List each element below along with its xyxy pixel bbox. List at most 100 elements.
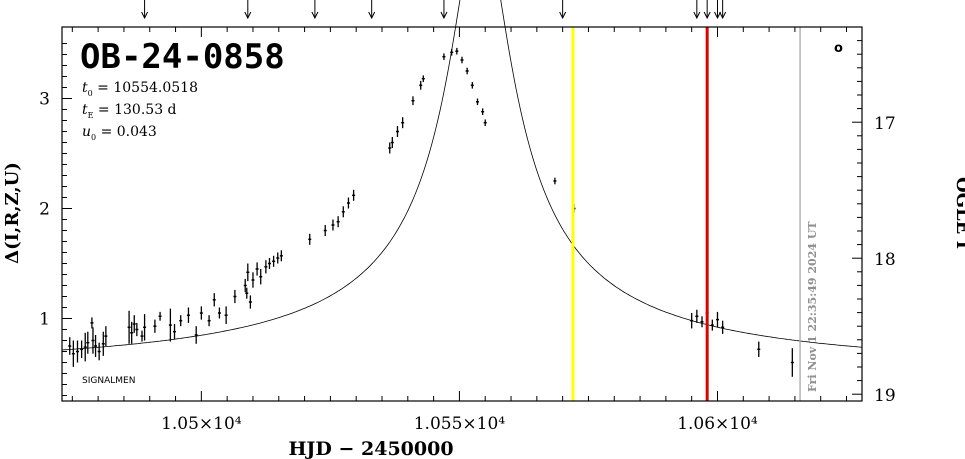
data-point [212,293,216,307]
top-arrow [559,0,567,20]
data-point [411,96,415,106]
top-arrow [693,0,701,20]
data-point [68,337,72,355]
arrow-head [141,11,149,20]
date-label: Fri Nov 1 22:35:49 2024 UT [806,221,819,392]
data-point [179,315,183,327]
data-point [94,335,98,357]
data-point [97,342,101,361]
x-tick-label: 1.06×10⁴ [677,414,758,434]
data-point [259,269,263,285]
arrow-head [703,11,711,20]
data-point [207,315,211,327]
model-curve [61,0,863,351]
data-point [153,319,157,333]
data-point [251,272,255,288]
data-point [401,117,405,129]
data-point [690,313,694,329]
data-point [80,340,84,359]
data-point [419,80,423,90]
x-tick-label: 1.055×10⁴ [414,414,506,434]
plot-frame [61,26,863,402]
data-point [341,206,345,218]
data-point [465,67,469,75]
top-arrow [141,0,149,20]
y-tick-label: 1 [39,310,50,330]
data-point [199,306,203,320]
data-point [475,98,479,106]
data-point [336,216,340,228]
data-point [264,260,268,274]
data-point [130,321,134,344]
data-point [442,53,446,60]
y-axis-label-left: Δ(I,R,Z,U) [2,162,23,264]
corner-symbol: o [834,41,843,56]
data-point [173,324,177,340]
data-point [90,317,94,329]
data-point [346,197,350,209]
arrow-head [368,11,376,20]
data-point [481,108,485,115]
corner-label: SIGNALMEN [82,376,135,386]
axes-layer: 1.05×10⁴ 1.055×10⁴ 1.06×10⁴ 1 2 3 17 18 19 [39,26,896,434]
top-arrow [714,0,721,20]
y-axis-label-right: OGLE I [952,177,965,249]
top-arrow [440,0,448,20]
data-point [460,56,464,64]
right-y-tick-label: 18 [874,250,896,270]
y-tick-label: 2 [39,200,50,220]
data-point [700,316,704,328]
data-point [104,326,108,346]
data-point [695,309,699,323]
data-point [395,126,399,137]
arrow-head [244,11,252,20]
data-point [331,219,335,231]
data-point [248,295,252,309]
data-point [101,331,105,356]
vertical-markers-layer [571,27,801,401]
data-point [75,340,79,363]
fit-parameter: t0 = 10554.0518 [82,80,198,98]
arrow-head [714,11,721,20]
top-arrow [719,0,727,20]
data-point [243,278,247,293]
data-point [71,340,75,367]
x-tick-label: 1.05×10⁴ [161,414,242,434]
data-point [143,314,147,341]
data-point [83,332,87,362]
data-point [323,225,327,236]
arrow-head [693,11,701,20]
top-arrows-layer [141,0,727,20]
x-axis-label: HJD − 2450000 [288,438,453,459]
data-point [158,311,162,321]
right-y-tick-label: 17 [874,114,896,134]
y-tick-label: 3 [39,90,50,110]
data-point [757,341,761,357]
data-point [91,327,95,354]
data-point [132,315,136,333]
data-point [279,250,283,262]
data-point [233,289,237,304]
data-point [450,49,454,56]
top-arrow [244,0,252,20]
data-point [721,320,725,334]
data-point [86,331,90,354]
data-point [217,307,221,319]
data-point [267,258,271,269]
data-point [483,119,487,126]
data-point [553,177,557,185]
data-point [127,310,131,344]
data-point [790,348,794,377]
data-points-layer [68,47,794,377]
data-point [186,307,190,323]
data-point [421,75,425,82]
data-point [194,326,198,344]
data-point [308,233,312,245]
right-y-tick-label: 19 [874,386,896,406]
data-point [710,319,714,331]
data-point [352,189,356,201]
data-point [245,287,249,299]
arrow-head [440,11,448,20]
data-point [246,263,250,282]
data-point [140,330,144,342]
